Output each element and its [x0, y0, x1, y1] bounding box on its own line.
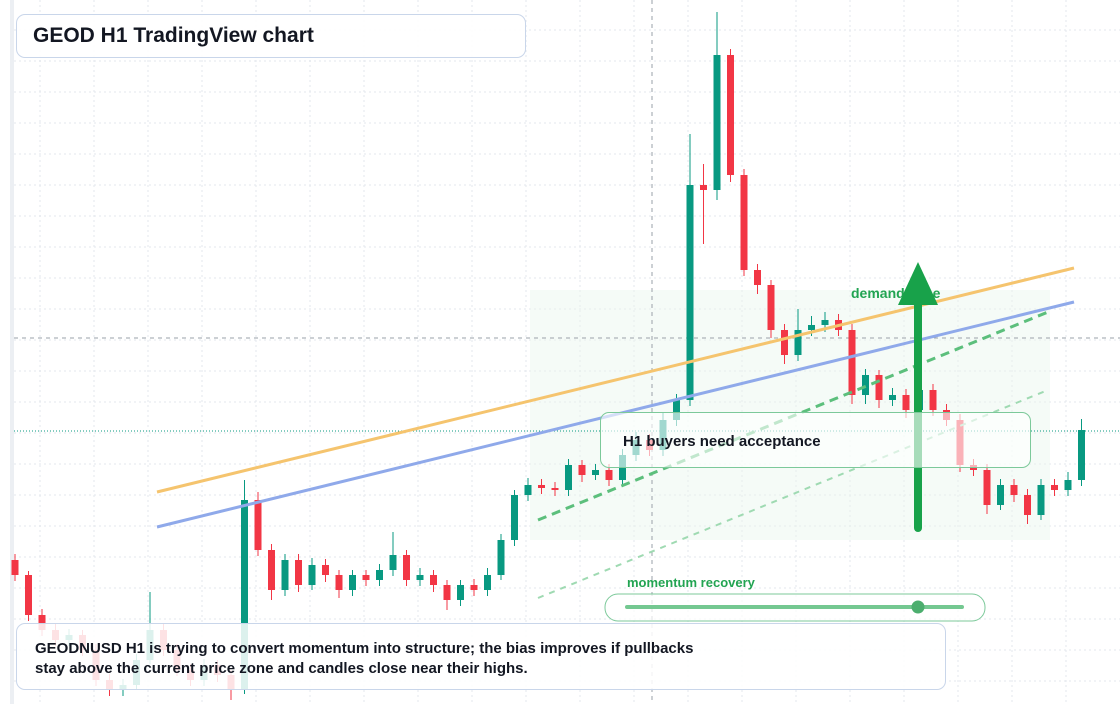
candle-body	[362, 575, 370, 580]
candle-body	[902, 395, 910, 410]
title-box: GEOD H1 TradingView chart	[16, 14, 526, 58]
note-line: stay above the current price zone and ca…	[35, 660, 528, 677]
candle-body	[592, 470, 599, 475]
candle-body	[821, 320, 829, 325]
candle-body	[673, 400, 680, 420]
chart-title: GEOD H1 TradingView chart	[33, 24, 314, 47]
arrow-head	[898, 262, 938, 305]
candle-body	[538, 485, 545, 488]
candle-body	[929, 390, 937, 410]
candle-body	[1078, 430, 1085, 480]
candle-body	[1051, 485, 1058, 490]
candle-body	[484, 575, 491, 590]
candle-body	[254, 500, 262, 550]
candle-body	[322, 565, 329, 575]
candle-body	[281, 560, 289, 590]
candle-body	[605, 470, 613, 480]
candle-body	[578, 465, 586, 475]
candle-body	[727, 55, 734, 175]
candle-body	[740, 175, 748, 270]
candle-body	[713, 55, 721, 190]
candle-body	[38, 615, 46, 630]
candle-body	[511, 495, 518, 540]
candle-body	[862, 375, 869, 395]
candle-body	[497, 540, 505, 575]
candle-body	[1010, 485, 1018, 495]
candle-body	[889, 395, 896, 400]
candle-body	[808, 325, 815, 330]
candle-body	[1037, 485, 1045, 515]
candle-body	[268, 550, 275, 590]
candle-body	[700, 185, 707, 190]
candle-body	[565, 465, 572, 490]
candle-body	[794, 330, 802, 355]
candle-body	[376, 570, 383, 580]
candle-body	[349, 575, 356, 590]
candle-body	[416, 575, 424, 580]
candle-body	[241, 500, 248, 690]
candle-body	[1064, 480, 1072, 490]
note-line: GEODNUSD H1 is trying to convert momentu…	[35, 640, 694, 657]
candle-body	[308, 565, 316, 585]
candle-body	[335, 575, 343, 590]
momentum-label: momentum recovery	[627, 575, 756, 590]
candle-body	[443, 585, 451, 600]
candle-body	[997, 485, 1004, 505]
candle-body	[25, 575, 32, 615]
candle-body	[470, 585, 478, 590]
candle-body	[295, 560, 302, 585]
candle-body	[430, 575, 437, 585]
candle-body	[524, 485, 532, 495]
candle-body	[754, 270, 761, 285]
candle-body	[11, 560, 19, 575]
candle-body	[848, 330, 856, 395]
candle-body	[389, 555, 397, 570]
note-box: GEODNUSD H1 is trying to convert momentu…	[16, 623, 946, 690]
candle-body	[767, 285, 775, 330]
left-edge	[10, 0, 14, 704]
candle-body	[686, 185, 694, 400]
candle-body	[403, 555, 410, 580]
candle-body	[983, 470, 991, 505]
acceptance-text: H1 buyers need acceptance	[623, 433, 821, 450]
acceptance-box: H1 buyers need acceptance	[600, 412, 1031, 468]
momentum-knob	[911, 600, 925, 614]
candle-body	[875, 375, 883, 400]
candle-body	[457, 585, 464, 600]
candle-body	[781, 330, 788, 355]
candle-body	[1024, 495, 1031, 515]
candle-body	[551, 488, 559, 490]
